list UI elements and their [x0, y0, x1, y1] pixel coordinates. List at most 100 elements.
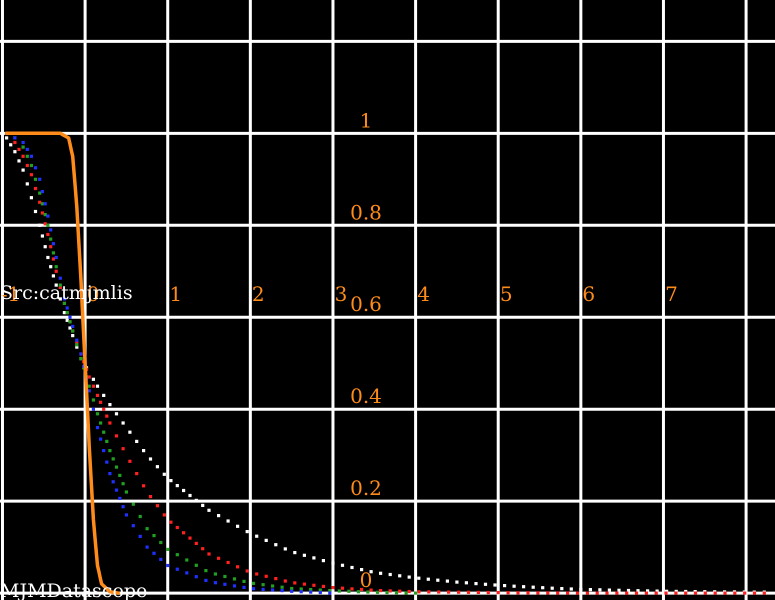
series-point: [102, 430, 106, 434]
series-point: [13, 140, 17, 145]
series-point: [204, 578, 208, 582]
series-point: [743, 591, 747, 595]
series-point: [38, 200, 42, 204]
x-tick-label: 0: [87, 282, 100, 306]
series-point: [644, 591, 648, 595]
series-point: [51, 274, 55, 278]
series-point: [414, 591, 418, 595]
series-point: [274, 543, 278, 547]
series-point: [51, 257, 55, 261]
series-point: [46, 223, 50, 227]
series-group: [4, 131, 766, 595]
series-point: [43, 202, 47, 206]
series-point: [87, 384, 91, 388]
series-point: [522, 585, 526, 589]
series-point: [207, 552, 211, 556]
series-point: [388, 572, 392, 577]
series-point: [124, 490, 128, 494]
series-point: [49, 265, 53, 269]
series-point: [62, 297, 66, 301]
series-point: [138, 534, 142, 538]
series-point: [575, 591, 580, 595]
series-point: [68, 320, 72, 324]
series-point: [427, 590, 431, 594]
series-point: [155, 504, 159, 508]
series-point: [175, 567, 179, 571]
series-point: [598, 588, 602, 592]
series-point: [91, 384, 95, 388]
series-point: [33, 209, 38, 214]
series-point: [111, 457, 115, 461]
series-point: [29, 163, 33, 168]
series-point: [102, 449, 106, 453]
series-point: [634, 591, 639, 595]
series-point: [217, 514, 221, 518]
series-point: [560, 587, 564, 591]
y-tick-label: 0: [360, 568, 373, 592]
series-point: [121, 482, 125, 486]
series-point: [503, 584, 507, 588]
series-point: [207, 508, 211, 512]
y-tick-label: 0.4: [350, 384, 382, 408]
series-point: [340, 586, 345, 590]
series-point: [242, 579, 246, 583]
series-point: [733, 591, 737, 595]
series-point: [394, 591, 399, 595]
series-point: [145, 527, 149, 531]
series-point: [588, 588, 592, 592]
series-point: [569, 587, 573, 591]
series-point: [152, 534, 156, 538]
series-point: [105, 460, 109, 464]
series-point: [54, 255, 58, 260]
series-point: [188, 536, 192, 540]
series-point: [166, 563, 170, 568]
series-point: [350, 587, 354, 591]
series-point: [426, 577, 430, 581]
series-point: [131, 524, 135, 528]
series-point: [531, 585, 535, 589]
series-point: [665, 589, 669, 593]
series-point: [293, 581, 297, 585]
series-point: [617, 588, 621, 592]
series-point: [25, 163, 29, 168]
x-tick-label: 2: [252, 282, 265, 306]
series-point: [38, 223, 42, 227]
series-point: [636, 589, 640, 593]
series-point: [102, 393, 106, 397]
series-point: [605, 591, 609, 595]
series-point: [274, 577, 278, 581]
series-point: [379, 571, 383, 575]
series-point: [398, 589, 402, 593]
series-point: [25, 182, 29, 186]
series-point: [318, 588, 322, 592]
series-point: [33, 177, 38, 181]
series-point: [43, 245, 47, 249]
series-point: [466, 590, 471, 594]
series-point: [95, 384, 100, 388]
series-point: [417, 590, 421, 594]
series-point: [46, 214, 50, 218]
series-point: [54, 283, 58, 287]
series-point: [417, 576, 421, 580]
series-point: [38, 191, 42, 195]
series-point: [65, 311, 69, 315]
series-point: [366, 590, 370, 594]
series-point: [516, 591, 520, 595]
series-point: [71, 324, 75, 328]
series-point: [312, 583, 316, 587]
series-point: [550, 586, 554, 590]
series-point: [51, 251, 55, 255]
series-point: [118, 473, 122, 477]
series-point: [455, 580, 459, 584]
series-point: [108, 449, 112, 453]
y-tick-label: 0.6: [350, 292, 382, 316]
series-point: [236, 524, 240, 528]
series-point: [236, 565, 240, 569]
series-point: [579, 587, 583, 591]
series-point: [404, 591, 408, 595]
series-point: [347, 589, 351, 593]
series-point: [95, 412, 100, 416]
series-point: [483, 582, 488, 586]
series-point: [251, 581, 256, 585]
